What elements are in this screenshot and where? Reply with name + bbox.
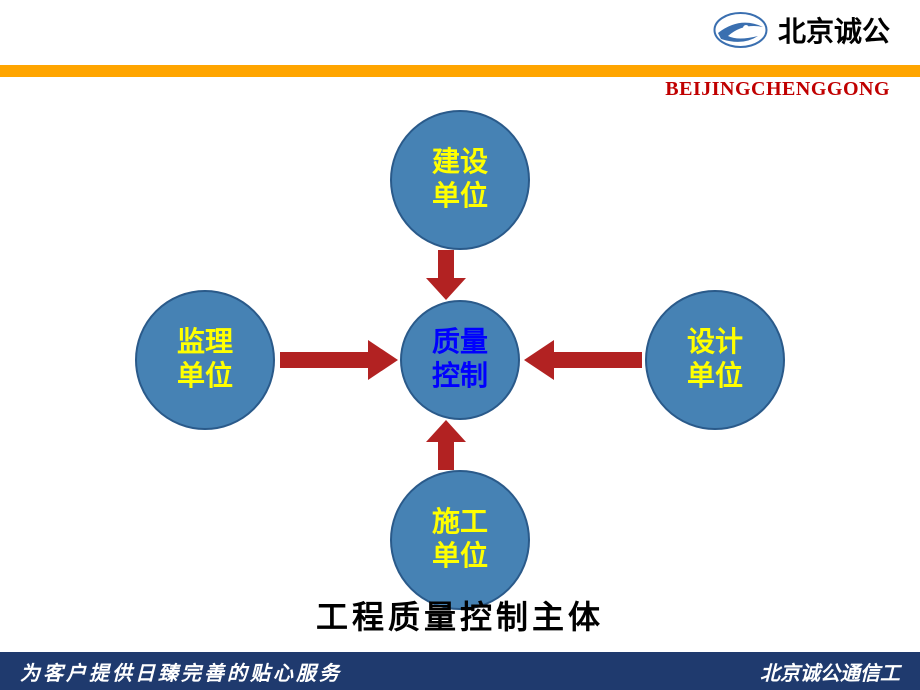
node-bottom-line2: 单位 [432, 540, 488, 574]
arrow-right [524, 340, 642, 380]
arrow-left [280, 340, 398, 380]
node-right: 设计 单位 [645, 290, 785, 430]
footer-slogan: 为客户提供日臻完善的贴心服务 [20, 657, 342, 686]
node-bottom-line1: 施工 [432, 506, 488, 540]
node-center-line1: 质量 [432, 326, 488, 360]
node-top: 建设 单位 [390, 110, 530, 250]
company-subtitle: BEIJINGCHENGGONG [665, 78, 890, 101]
company-logo-icon [713, 11, 768, 49]
node-center: 质量 控制 [400, 300, 520, 420]
node-center-line2: 控制 [432, 360, 488, 394]
node-left-line1: 监理 [177, 326, 233, 360]
arrow-bottom [426, 420, 466, 470]
footer-company: 北京诚公通信工 [760, 657, 900, 686]
header: 北京诚公 [0, 0, 920, 70]
footer: 为客户提供日臻完善的贴心服务 北京诚公通信工 [0, 652, 920, 690]
company-name: 北京诚公 [778, 10, 890, 50]
node-right-line2: 单位 [687, 360, 743, 394]
logo-group: 北京诚公 [713, 10, 890, 50]
node-top-line2: 单位 [432, 180, 488, 214]
node-left-line2: 单位 [177, 360, 233, 394]
node-left: 监理 单位 [135, 290, 275, 430]
diagram-caption: 工程质量控制主体 [0, 592, 920, 638]
divider-bar [0, 65, 920, 77]
diagram-area: 质量 控制 建设 单位 监理 单位 设计 单位 施工 单位 [0, 100, 920, 620]
node-top-line1: 建设 [432, 146, 488, 180]
arrow-top [426, 250, 466, 300]
node-bottom: 施工 单位 [390, 470, 530, 610]
node-right-line1: 设计 [687, 326, 743, 360]
